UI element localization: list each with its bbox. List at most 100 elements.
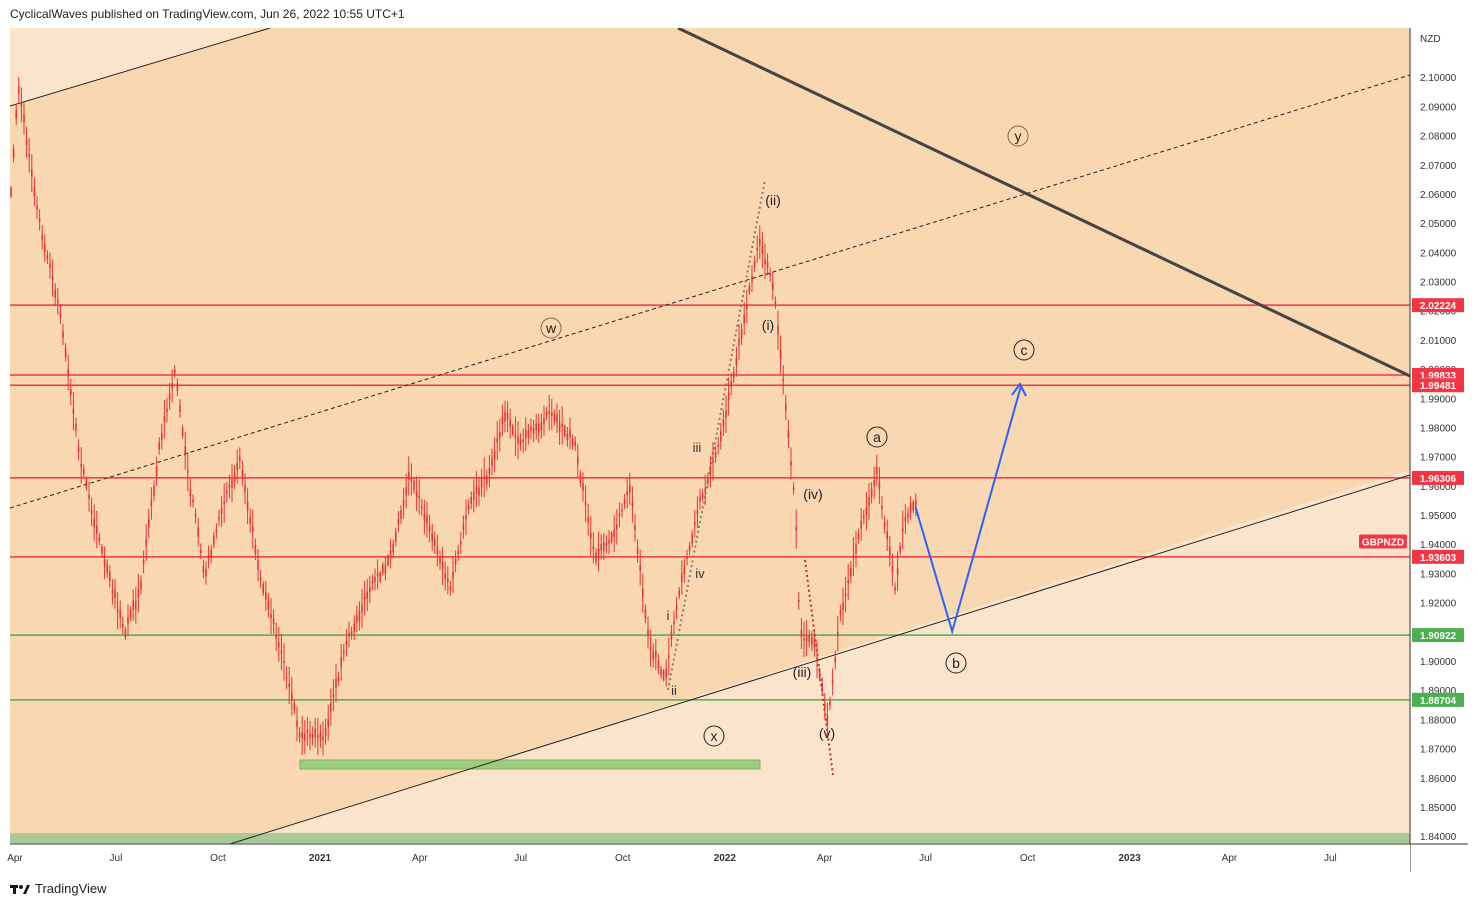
candle-body [704, 488, 706, 491]
candle-body [122, 623, 124, 628]
candle-body [418, 495, 420, 499]
candle-body [725, 410, 727, 418]
candle-body [870, 489, 873, 497]
candle-body [15, 110, 17, 119]
time-axis[interactable] [10, 844, 1410, 872]
candle-body [405, 486, 407, 496]
candle-body [527, 430, 530, 438]
candle-body [816, 657, 818, 662]
candle-body [158, 442, 160, 450]
candle-body [649, 646, 652, 651]
candle-body [561, 424, 563, 427]
candle-body [457, 551, 459, 555]
candle-body [239, 455, 241, 461]
candle-body [38, 218, 41, 222]
candle-body [857, 533, 860, 540]
candle-body [421, 506, 423, 509]
candle-body [722, 419, 725, 427]
price-tick-label: 1.92000 [1420, 599, 1457, 610]
candle-body [569, 429, 571, 438]
wave-label-x: x [703, 725, 725, 747]
price-tick-label: 1.89000 [1420, 686, 1457, 697]
candle-body [545, 411, 548, 416]
wave-label-iv-intermediate: (iv) [803, 486, 822, 502]
candle-body [621, 509, 623, 512]
price-tick-label: 1.99000 [1420, 394, 1457, 405]
candle-body [540, 421, 543, 431]
candle-body [735, 358, 738, 366]
price-tick-label: 1.90000 [1420, 657, 1457, 668]
candle-body [712, 460, 714, 463]
candle-body [275, 634, 277, 639]
price-tag [1412, 298, 1464, 313]
candle-body [207, 554, 210, 560]
price-axis[interactable] [1410, 28, 1468, 844]
candle-body [915, 500, 917, 510]
price-tick-label: 1.87000 [1420, 745, 1457, 756]
candle-body [72, 408, 75, 414]
candle-body [548, 411, 550, 415]
candle-body [41, 235, 43, 240]
candle-body [340, 657, 342, 668]
candle-body [777, 325, 779, 335]
time-tick-label: Oct [615, 853, 631, 864]
candle-body [278, 642, 280, 647]
candle-body [116, 608, 119, 613]
price-tag [1412, 470, 1464, 485]
candle-body [878, 481, 881, 490]
time-tick-label: Apr [1222, 853, 1238, 864]
candle-body [730, 381, 732, 387]
candle-body [85, 478, 88, 489]
candle-body [761, 246, 764, 254]
candle-body [132, 600, 134, 610]
candle-body [805, 635, 808, 641]
candle-body [244, 485, 246, 493]
candle-body [582, 483, 584, 491]
candle-body [291, 692, 293, 701]
candle-body [98, 537, 101, 542]
candle-body [525, 429, 527, 439]
svg-text:GBPNZD: GBPNZD [1362, 537, 1404, 548]
price-tick-label: 2.06000 [1420, 190, 1457, 201]
candle-body [504, 411, 506, 422]
candle-body [592, 546, 595, 550]
candle-body [44, 244, 46, 253]
candle-body [785, 404, 787, 411]
candle-body [319, 732, 322, 741]
wave-label-y: y [1007, 125, 1029, 147]
symbol-tag: GBPNZD [1359, 534, 1407, 549]
candle-body [670, 632, 673, 640]
candle-body [311, 734, 314, 738]
candle-body [12, 149, 15, 158]
price-tick-label: 2.07000 [1420, 161, 1457, 172]
wave-labels: w x y a b c (i) (ii) (iii) (iv) (v) i ii… [540, 125, 1035, 747]
candle-body [506, 413, 509, 420]
candle-body [553, 413, 556, 422]
candle-body [241, 470, 244, 477]
candle-body [642, 589, 644, 598]
candle-body [478, 487, 480, 496]
candle-body [213, 535, 215, 545]
candlestick-series [10, 76, 917, 756]
candle-body [389, 550, 392, 557]
tradingview-footer[interactable]: TradingView [10, 881, 107, 896]
candle-body [379, 572, 381, 582]
candle-body [868, 497, 870, 507]
candle-body [756, 247, 758, 251]
candle-body [766, 262, 769, 268]
price-tick-label: 1.85000 [1420, 803, 1457, 814]
candle-body [324, 727, 327, 737]
candle-body [153, 485, 155, 496]
price-tick-label: 2.10000 [1420, 73, 1457, 84]
candle-body [309, 733, 311, 738]
candle-body [839, 610, 842, 615]
candle-body [499, 431, 501, 439]
candle-body [584, 502, 587, 506]
candle-body [25, 139, 28, 146]
horizontal-levels [10, 304, 1410, 701]
candle-body [259, 577, 262, 581]
price-tag [1412, 549, 1464, 564]
time-tick-label: 2022 [714, 853, 737, 864]
